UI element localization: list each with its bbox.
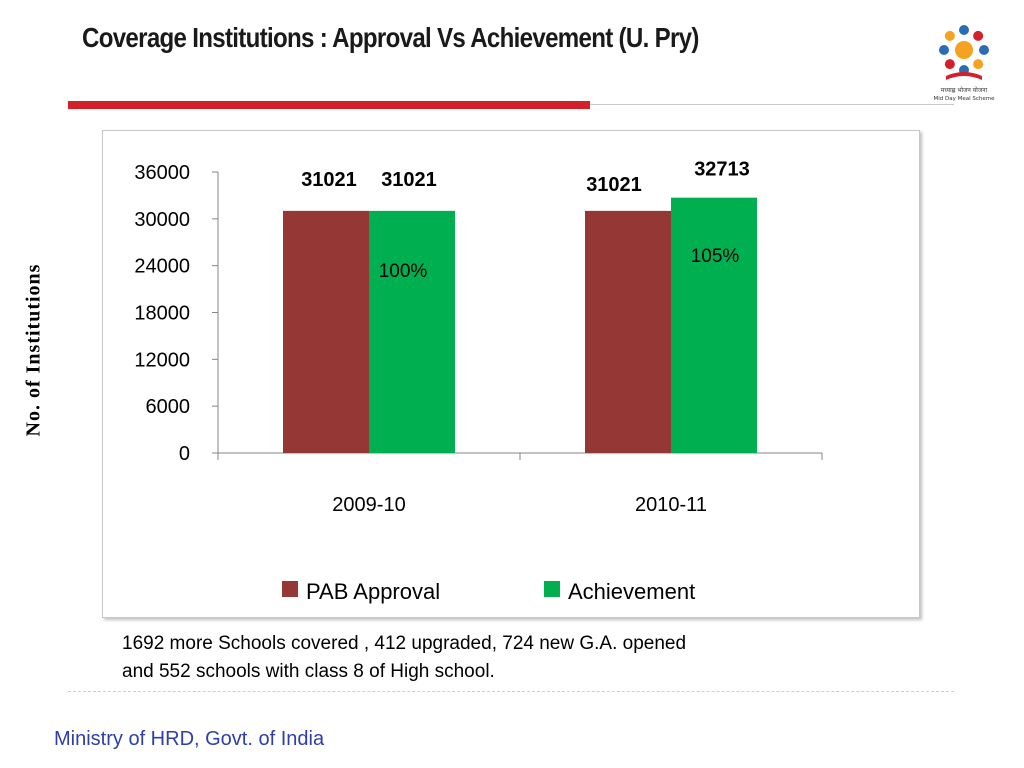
logo-figure xyxy=(939,45,949,55)
y-tick-label: 18000 xyxy=(134,303,190,325)
summary-note: 1692 more Schools covered , 412 upgraded… xyxy=(122,630,922,686)
legend-label: Achievement xyxy=(568,579,695,604)
logo-figure xyxy=(944,59,955,70)
bar-achievement xyxy=(369,210,455,453)
chart-frame xyxy=(102,130,920,618)
legend-label: PAB Approval xyxy=(306,579,440,604)
legend-swatch xyxy=(282,581,298,597)
title-underline-red xyxy=(68,101,590,109)
logo-figure xyxy=(959,25,969,35)
y-tick-label: 30000 xyxy=(134,209,190,231)
y-tick-label: 36000 xyxy=(134,162,190,184)
logo-caption-english: Mid Day Meal Scheme xyxy=(933,96,995,102)
logo-figure xyxy=(979,45,989,55)
logo-caption-hindi: मध्याह्न भोजन योजना xyxy=(941,86,988,94)
y-tick-label: 6000 xyxy=(146,396,191,418)
y-tick-label: 24000 xyxy=(134,256,190,278)
percent-label: 100% xyxy=(379,261,428,282)
logo-figure xyxy=(973,30,984,41)
logo-figure xyxy=(973,59,984,70)
title-underline-grey xyxy=(590,104,954,105)
summary-note-line-1: 1692 more Schools covered , 412 upgraded… xyxy=(122,633,687,654)
y-tick-label: 12000 xyxy=(134,349,190,371)
mid-day-meal-logo-icon: मध्याह्न भोजन योजना Mid Day Meal Scheme xyxy=(933,25,995,102)
bar-pab-approval xyxy=(283,210,369,453)
summary-note-line-2: and 552 schools with class 8 of High sch… xyxy=(122,661,495,682)
bar-value-label: 32713 xyxy=(694,159,750,181)
footer-divider xyxy=(68,691,954,692)
bar-value-label: 31021 xyxy=(301,169,357,191)
x-category-label: 2010-11 xyxy=(635,494,707,516)
y-tick-label: 0 xyxy=(179,443,190,465)
logo-figure xyxy=(944,30,955,41)
bar-achievement xyxy=(671,197,757,453)
bar-value-label: 31021 xyxy=(586,174,642,196)
bar-pab-approval xyxy=(585,210,671,453)
footer-text: Ministry of HRD, Govt. of India xyxy=(54,728,325,750)
percent-label: 105% xyxy=(691,246,740,267)
x-category-label: 2009-10 xyxy=(332,494,405,516)
slide-title: Coverage Institutions : Approval Vs Achi… xyxy=(82,22,699,53)
bar-value-label: 31021 xyxy=(381,169,437,191)
legend-swatch xyxy=(544,581,560,597)
mid-day-meal-logo: मध्याह्न भोजन योजना Mid Day Meal Scheme xyxy=(926,14,1002,104)
